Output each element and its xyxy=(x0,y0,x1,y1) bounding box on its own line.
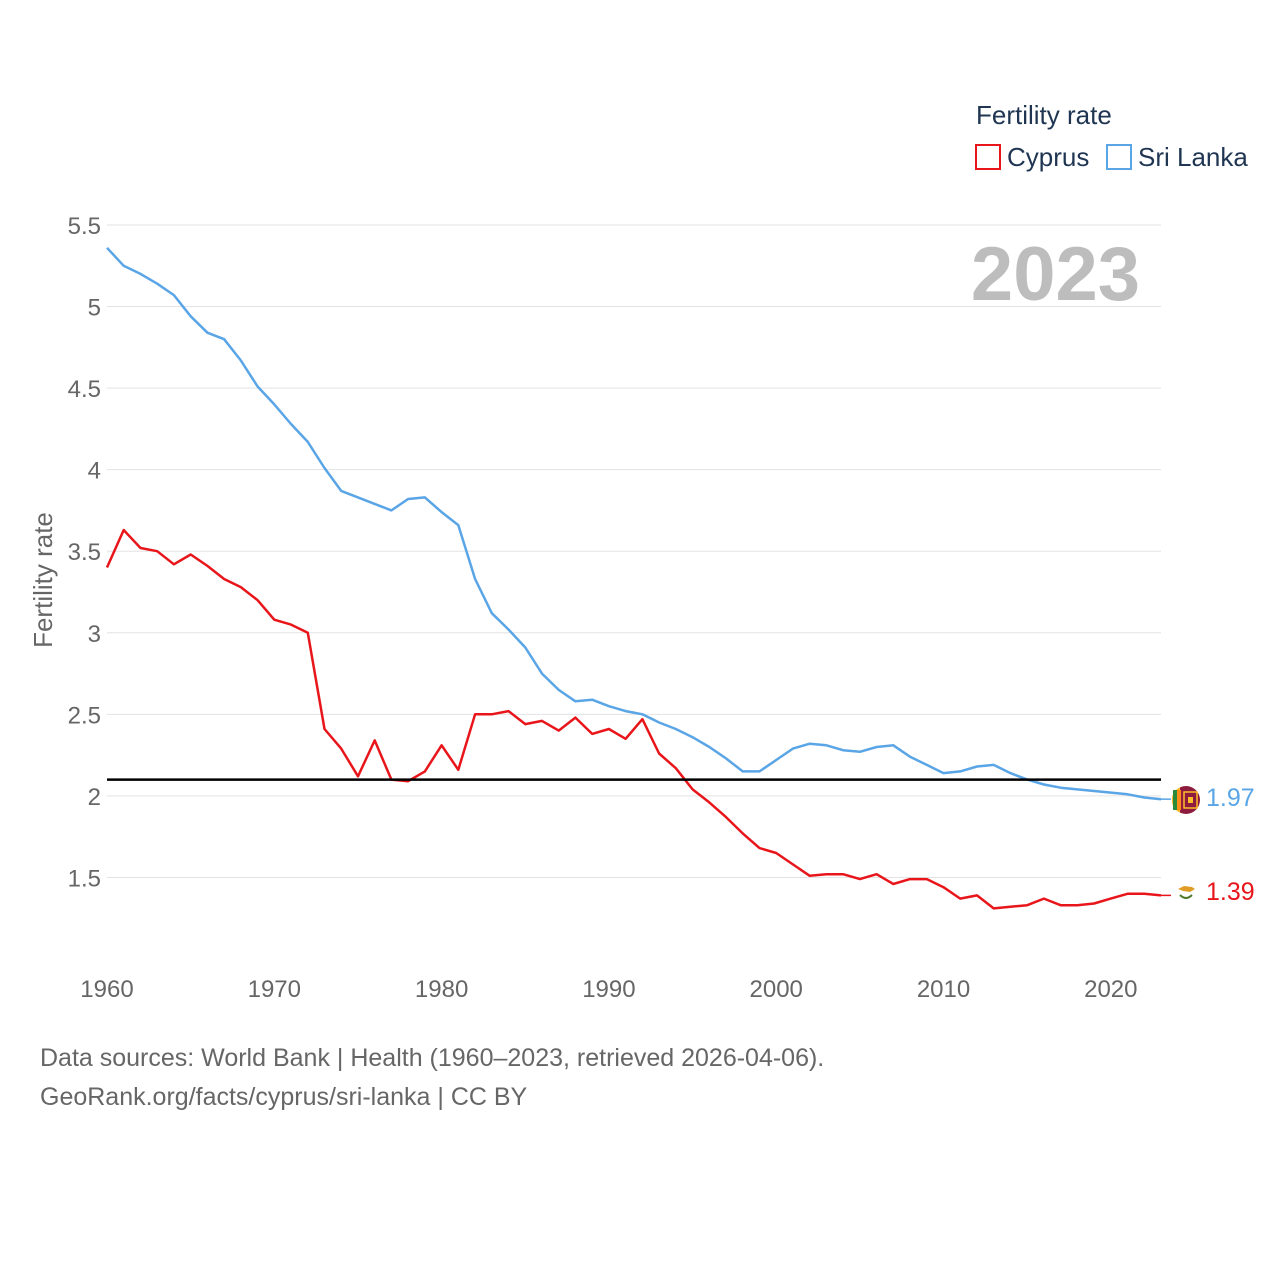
x-tick-label: 2010 xyxy=(917,976,970,1003)
year-label: 2023 xyxy=(971,232,1140,317)
legend-label-cyprus: Cyprus xyxy=(1007,142,1089,172)
y-tick-label: 3 xyxy=(88,621,101,648)
legend-label-sri-lanka: Sri Lanka xyxy=(1138,142,1248,172)
sri-lanka-end-value: 1.97 xyxy=(1206,784,1255,812)
x-tick-label: 2020 xyxy=(1084,976,1137,1003)
legend-title: Fertility rate xyxy=(976,100,1112,130)
y-axis-label: Fertility rate xyxy=(28,512,58,648)
y-tick-label: 4 xyxy=(88,458,101,485)
y-tick-label: 3.5 xyxy=(68,539,101,566)
cyprus-flag-icon xyxy=(1172,879,1200,907)
x-tick-label: 1990 xyxy=(582,976,635,1003)
legend-swatch-cyprus xyxy=(975,144,1001,170)
series-lines xyxy=(105,246,1171,910)
y-tick-label: 1.5 xyxy=(68,865,101,892)
y-tick-label: 2.5 xyxy=(68,702,101,729)
source-line-2: GeoRank.org/facts/cyprus/sri-lanka | CC … xyxy=(40,1083,528,1111)
y-tick-label: 2 xyxy=(88,784,101,811)
cyprus-end-value: 1.39 xyxy=(1206,878,1255,906)
x-tick-label: 1980 xyxy=(415,976,468,1003)
y-axis-ticks: 1.5 2 2.5 3 3.5 4 4.5 5 5.5 xyxy=(68,213,101,892)
x-tick-label: 1970 xyxy=(248,976,301,1003)
y-tick-label: 4.5 xyxy=(68,376,101,403)
sri-lanka-flag-icon xyxy=(1172,786,1200,814)
source-line-1: Data sources: World Bank | Health (1960–… xyxy=(40,1044,825,1072)
series-line-sri-lanka xyxy=(106,246,1162,801)
grid-lines xyxy=(107,224,1161,878)
x-axis-ticks: 1960 1970 1980 1990 2000 2010 2020 xyxy=(80,976,1137,1003)
legend: Fertility rate Cyprus Sri Lanka xyxy=(975,100,1248,172)
series-line-cyprus xyxy=(105,528,1162,910)
x-tick-label: 1960 xyxy=(80,976,133,1003)
legend-swatch-sri-lanka xyxy=(1106,144,1132,170)
fertility-rate-chart: 1.5 2 2.5 3 3.5 4 4.5 5 5.5 1960 1970 1980 1990 2000… xyxy=(28,100,1255,1003)
y-tick-label: 5.5 xyxy=(68,213,101,240)
x-tick-label: 2000 xyxy=(750,976,803,1003)
y-tick-label: 5 xyxy=(88,295,101,322)
